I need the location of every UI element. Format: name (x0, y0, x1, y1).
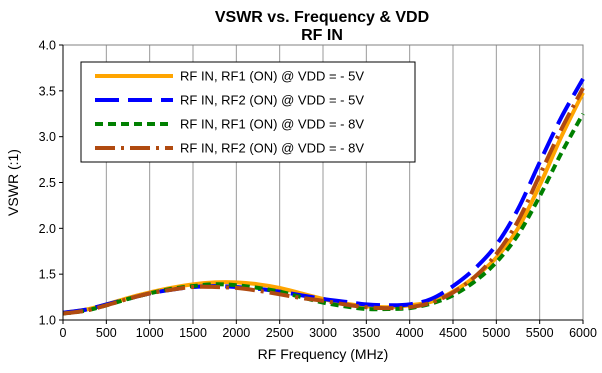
y-tick-label: 4.0 (39, 39, 56, 53)
y-tick-label: 1.5 (39, 268, 56, 282)
series-line-4 (62, 87, 585, 316)
x-tick-label: 4500 (439, 326, 467, 340)
legend-label-1: RF IN, RF1 (ON) @ VDD = - 5V (180, 69, 364, 84)
x-tick-label: 4000 (396, 326, 424, 340)
y-tick-label: 1.0 (39, 314, 56, 328)
x-tick-label: 1500 (179, 326, 207, 340)
x-tick-label: 3000 (309, 326, 337, 340)
x-tick-label: 3500 (352, 326, 380, 340)
y-tick-label: 2.5 (39, 176, 56, 190)
x-tick-label: 2500 (266, 326, 294, 340)
legend-label-3: RF IN, RF1 (ON) @ VDD = - 8V (180, 117, 364, 132)
legend-box (80, 61, 416, 163)
x-tick-label: 5500 (526, 326, 554, 340)
y-tick-label: 3.0 (39, 130, 56, 144)
legend-label-2: RF IN, RF2 (ON) @ VDD = - 5V (180, 93, 364, 108)
x-tick-label: 6000 (569, 326, 597, 340)
x-tick-label: 2000 (222, 326, 250, 340)
legend: RF IN, RF1 (ON) @ VDD = - 5V RF IN, RF2 (… (80, 61, 416, 163)
x-tick-label: 500 (96, 326, 117, 340)
axes: 0 500 1000 1500 2000 2500 3000 3500 4000 4500 5000… (39, 39, 597, 341)
legend-label-4: RF IN, RF2 (ON) @ VDD = - 8V (180, 141, 364, 156)
x-axis-label: RF Frequency (MHz) (258, 346, 389, 362)
chart-subtitle: RF IN (301, 27, 343, 44)
x-tick-label: 0 (60, 326, 67, 340)
y-tick-label: 2.0 (39, 222, 56, 236)
x-tick-label: 1000 (136, 326, 164, 340)
x-tick-label: 5000 (482, 326, 510, 340)
chart-title: VSWR vs. Frequency & VDD (215, 9, 429, 26)
y-tick-label: 3.5 (39, 84, 56, 98)
y-axis-label: VSWR (:1) (5, 149, 21, 216)
series-lines (62, 77, 585, 316)
